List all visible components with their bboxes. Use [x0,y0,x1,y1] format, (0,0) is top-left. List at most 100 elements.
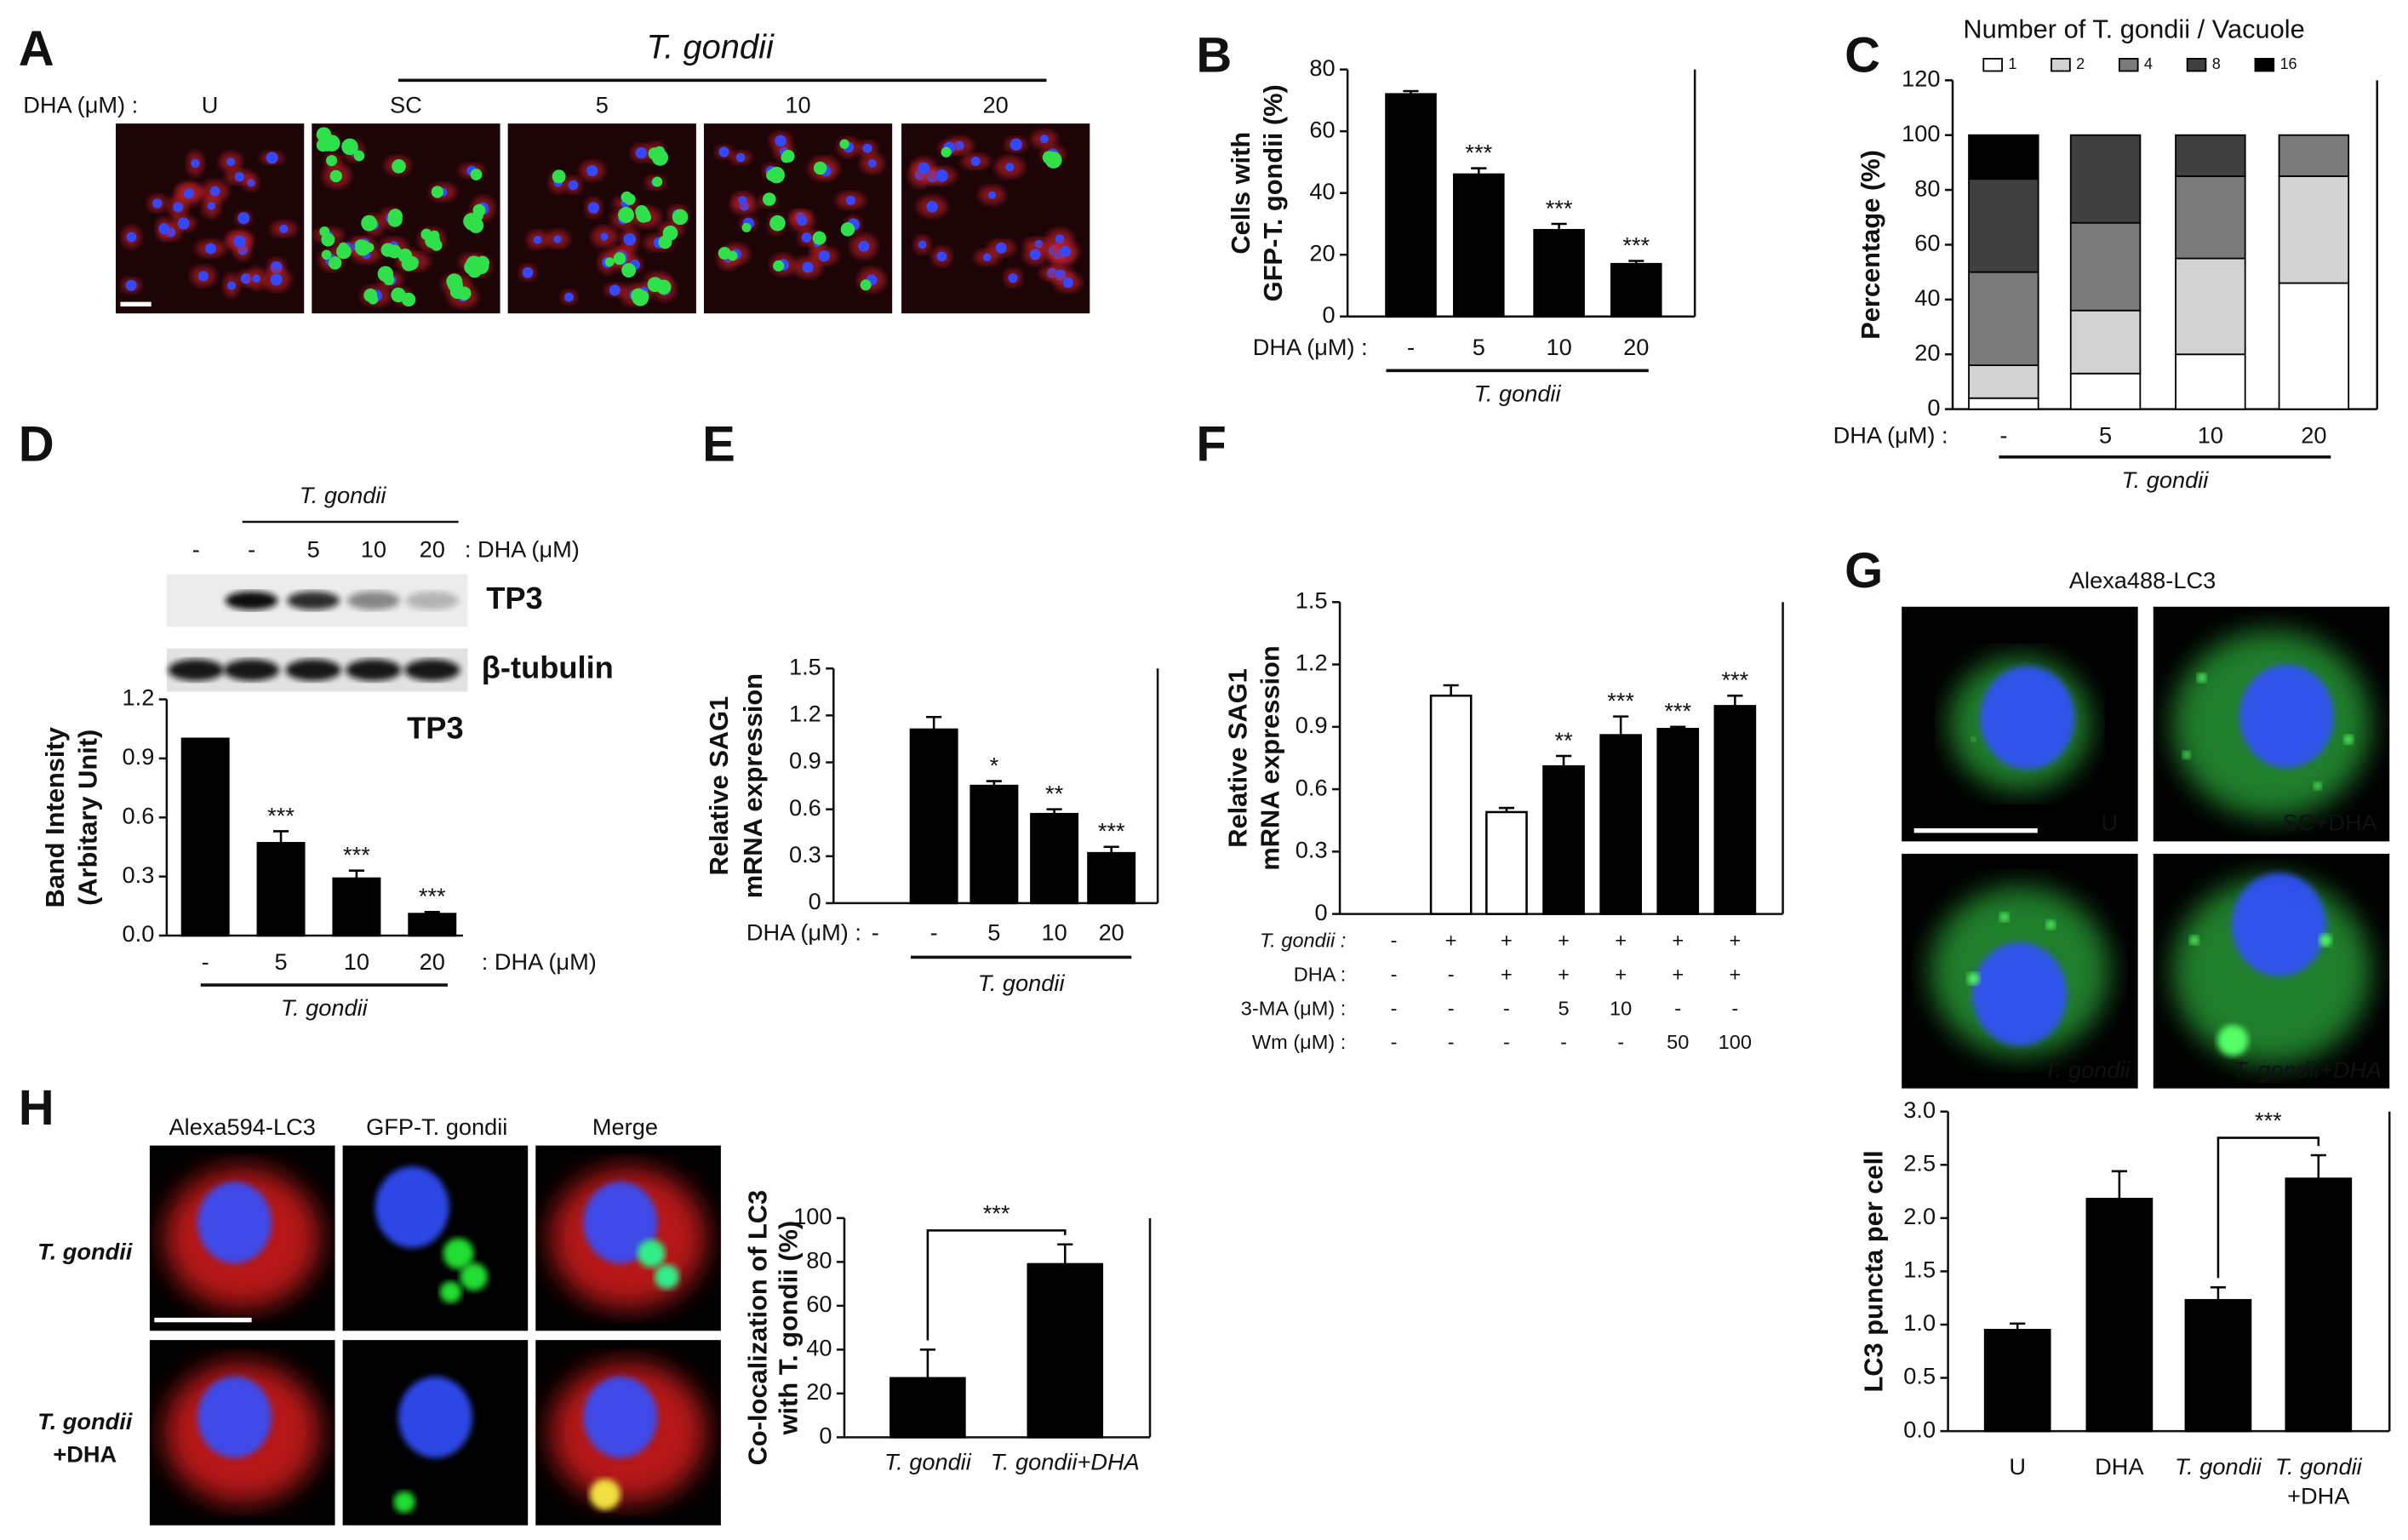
parasite [617,206,634,223]
bar [1656,727,1700,915]
condition-cell: + [1672,963,1684,985]
nucleus [587,202,600,214]
significance-label: * [990,752,999,778]
puncta [439,1281,462,1303]
puncta [2314,781,2322,790]
x-tick-label: U [2009,1453,2026,1480]
significance-label: *** [1622,232,1650,258]
y-tick-label: 100 [1902,120,1940,146]
nucleus [177,217,190,230]
bar [1533,228,1585,318]
y-tick-label: 0.3 [789,841,821,867]
x-tick-label: 20 [1099,919,1124,945]
panel-letter: G [1845,543,1883,598]
y-tick-label: 0 [819,1423,832,1449]
parasite [353,150,365,162]
nucleus [126,232,137,243]
bar [408,913,457,937]
error-bar [2111,1170,2127,1199]
legend-label: 16 [2279,55,2296,72]
y-tick-label: 0.3 [123,862,155,888]
error-bar [1443,684,1459,696]
lane-label: : DHA (μM) [465,536,580,563]
image-label: U [2101,810,2118,836]
bar-segment [2175,257,2246,356]
x-tick-label: - [872,919,879,945]
error-bar [926,715,942,730]
bar [1429,694,1473,915]
y-tick-label: 0.6 [123,802,155,828]
puncta [443,1238,474,1269]
nucleus [862,143,872,153]
condition-cell: + [1672,929,1684,951]
parasite [941,146,952,157]
nucleus [735,152,746,163]
condition-cell: + [1729,929,1741,951]
parasite [470,169,483,180]
y-tick-label: 80 [1914,175,1940,201]
parasite [476,255,490,270]
panel-letter: F [1196,416,1226,472]
nucleus [205,243,217,255]
group-label: T. gondii [1474,380,1562,406]
error-bar [986,780,1002,787]
parasite [718,246,731,260]
parasite [392,159,406,174]
puncta [637,1239,666,1268]
y-tick-label: 1.0 [1903,1309,1936,1336]
band-label: TP3 [486,581,542,615]
parasite [812,231,826,245]
parasite [604,257,615,267]
puncta [2045,919,2056,930]
nucleus [926,201,938,213]
bar [1713,705,1757,915]
x-tick-label: 5 [1473,334,1485,360]
parasite [813,161,827,175]
x-tick-label: 5 [2099,421,2112,448]
bar-segment [2278,282,2350,410]
nucleus [609,284,621,296]
nucleus [237,212,250,225]
y-tick-label: 2.5 [1903,1149,1936,1176]
y-tick-label: 1.2 [1296,650,1328,676]
panel-letter: H [19,1080,54,1136]
y-tick-label: 60 [1309,116,1335,142]
condition-label: DHA : [1294,963,1347,985]
error-bar [919,1348,935,1378]
micrograph [507,123,696,314]
nucleus [197,1376,272,1458]
nucleus [226,157,236,167]
parasite [448,277,463,293]
panel-letter: A [19,21,54,77]
image-title: Alexa488-LC3 [2069,567,2216,593]
micrograph [703,123,893,314]
bar-segment [1968,271,2039,367]
y-tick-label: 20 [1914,339,1940,365]
nucleus [718,146,729,157]
parasite [741,222,752,232]
y-tick-label: 40 [1914,284,1940,311]
significance-label: *** [343,842,370,868]
condition-cell: + [1501,929,1513,951]
parasite [632,289,649,306]
nucleus [266,152,278,164]
x-tick-label: - [1407,334,1415,360]
nucleus [1005,163,1015,172]
puncta [393,1491,415,1514]
condition-cell: - [1391,963,1398,985]
band [404,659,460,681]
y-tick-label: 0.6 [1296,774,1328,800]
significance-label: *** [419,883,446,909]
nucleus [197,271,209,282]
image-label: T. gondii+DHA [2233,1056,2382,1083]
parasite [656,279,672,295]
row-label: T. gondii [37,1408,134,1434]
condition-cell: + [1615,929,1627,951]
condition-cell: 100 [1719,1031,1752,1053]
error-bar [1046,808,1062,815]
nucleus [738,196,747,205]
bar [1485,810,1528,915]
error-bar [1057,1243,1073,1264]
